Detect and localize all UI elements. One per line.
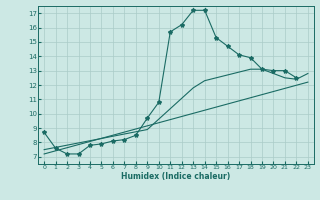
X-axis label: Humidex (Indice chaleur): Humidex (Indice chaleur)	[121, 172, 231, 181]
